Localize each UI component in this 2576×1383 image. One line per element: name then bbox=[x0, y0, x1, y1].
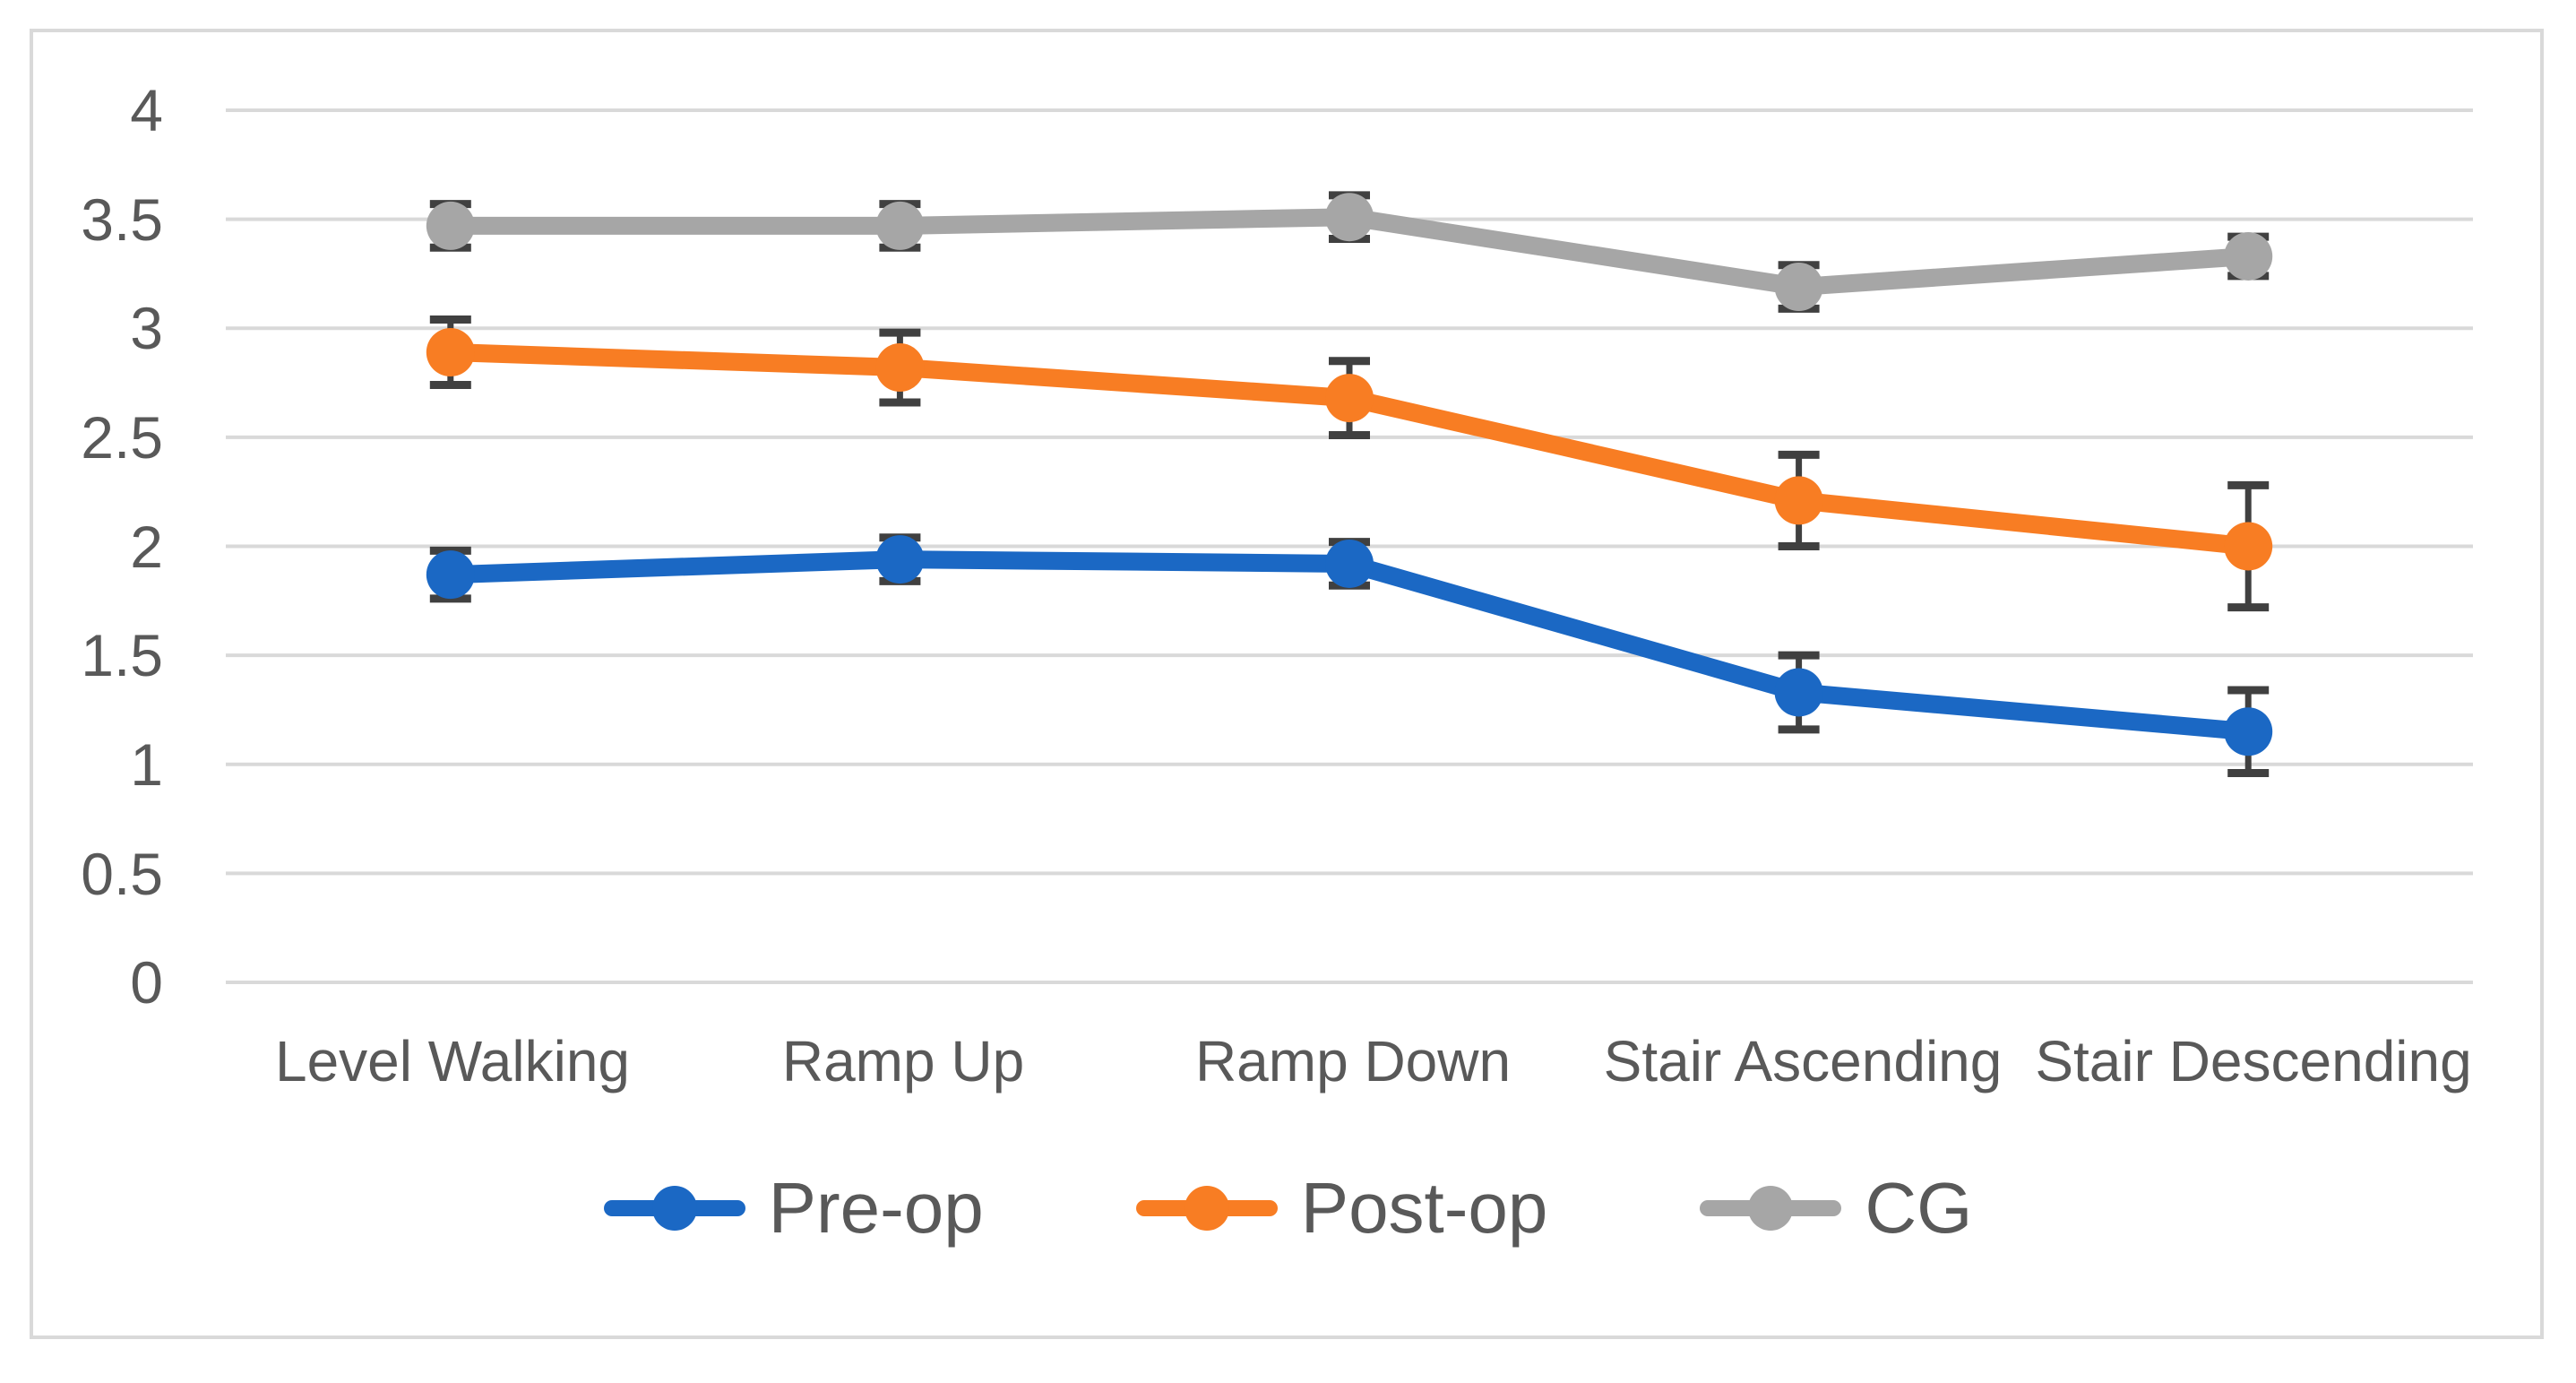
y-axis-tick-label: 3 bbox=[130, 295, 163, 361]
legend-dot bbox=[651, 1186, 697, 1231]
legend-label-pre-op: Pre-op bbox=[768, 1168, 984, 1248]
y-axis-tick-label: 0 bbox=[130, 949, 163, 1016]
y-axis-tick-label: 4 bbox=[130, 77, 163, 143]
data-point-marker-pre-op bbox=[426, 550, 475, 600]
x-axis-category-label: Ramp Down bbox=[1194, 1029, 1512, 1093]
cg-line-marker-icon bbox=[1700, 1183, 1842, 1233]
x-axis-category-label: Stair Ascending bbox=[1603, 1029, 2003, 1093]
y-axis-tick-label: 2 bbox=[130, 514, 163, 580]
legend-dot bbox=[1748, 1186, 1794, 1231]
data-point-marker-post-op bbox=[2224, 522, 2273, 571]
data-point-marker-cg bbox=[2224, 231, 2273, 281]
data-point-marker-pre-op bbox=[875, 535, 925, 584]
x-axis-category-label: Stair Descending bbox=[2035, 1029, 2472, 1093]
legend-label-cg: CG bbox=[1865, 1168, 1973, 1248]
data-point-marker-post-op bbox=[1325, 374, 1374, 423]
legend-label-post-op: Post-op bbox=[1300, 1168, 1548, 1248]
data-point-marker-post-op bbox=[875, 343, 925, 393]
data-point-marker-post-op bbox=[1774, 476, 1823, 525]
x-axis-category-label: Ramp Up bbox=[781, 1029, 1025, 1093]
data-point-marker-pre-op bbox=[1774, 668, 1823, 717]
post-op-line-marker-icon bbox=[1135, 1183, 1278, 1233]
y-axis-tick-label: 1 bbox=[130, 731, 163, 798]
data-point-marker-cg bbox=[875, 201, 925, 250]
y-axis-tick-label: 0.5 bbox=[81, 841, 163, 907]
legend-item-cg: CG bbox=[1700, 1172, 1972, 1244]
y-axis-tick-label: 1.5 bbox=[81, 622, 163, 688]
legend-item-post-op: Post-op bbox=[1135, 1168, 1548, 1248]
pre-op-line-marker-icon bbox=[603, 1183, 745, 1233]
legend-dot bbox=[1184, 1186, 1229, 1231]
data-point-marker-pre-op bbox=[1325, 539, 1374, 588]
data-point-marker-post-op bbox=[426, 328, 475, 377]
y-axis-tick-label: 2.5 bbox=[81, 404, 163, 471]
legend: Pre-op Post-op CG bbox=[0, 1172, 2576, 1244]
data-point-marker-cg bbox=[426, 201, 475, 250]
legend-item-pre-op: Pre-op bbox=[603, 1168, 984, 1248]
data-point-marker-cg bbox=[1325, 193, 1374, 242]
y-axis-tick-label: 3.5 bbox=[81, 186, 163, 253]
x-axis-category-label: Level Walking bbox=[274, 1029, 631, 1093]
data-point-marker-cg bbox=[1774, 263, 1823, 312]
data-point-marker-pre-op bbox=[2224, 707, 2273, 756]
